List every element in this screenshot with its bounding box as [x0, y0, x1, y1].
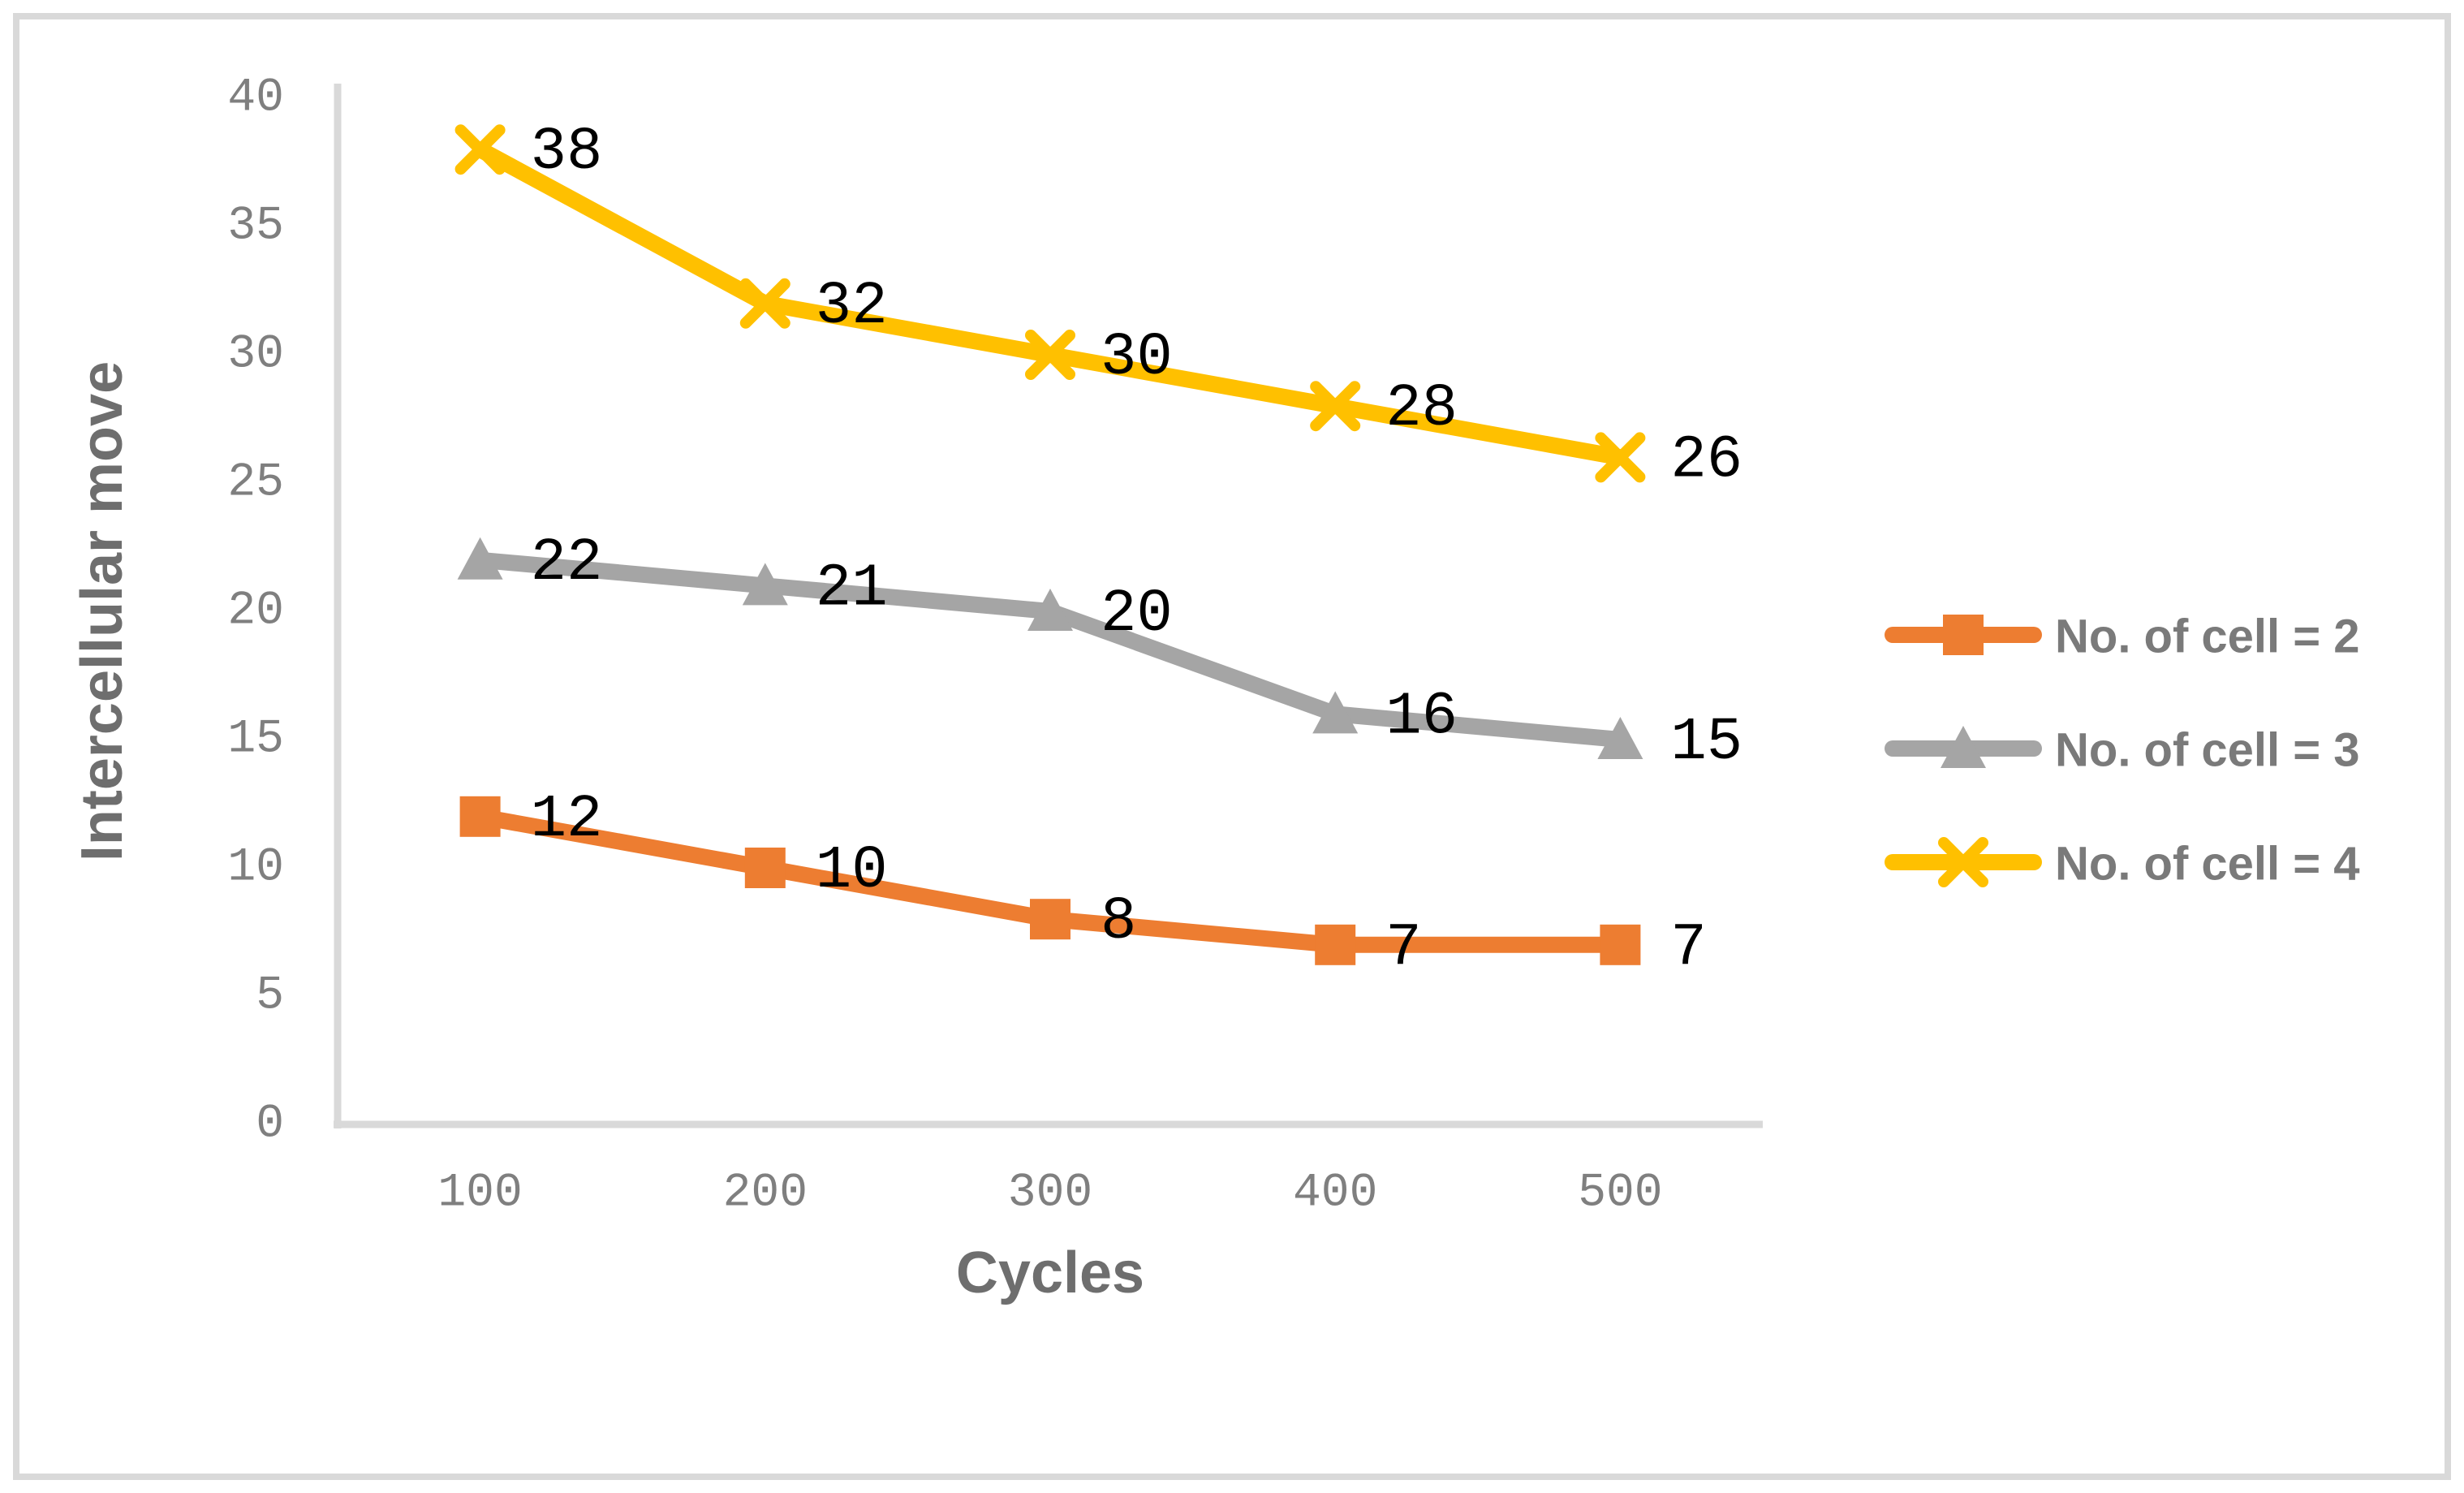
data-label: 12	[531, 786, 603, 854]
legend-label: No. of cell = 4	[2055, 838, 2360, 891]
x-tick-label: 500	[1578, 1167, 1662, 1220]
triangle-marker	[1941, 726, 1986, 768]
y-axis-title: Intercellular move	[70, 361, 135, 861]
x-marker	[1938, 837, 1988, 887]
data-label: 8	[1101, 888, 1136, 956]
data-label: 32	[816, 273, 888, 341]
data-label: 7	[1385, 914, 1421, 982]
triangle-marker	[742, 563, 788, 606]
x-tick-label: 300	[1008, 1167, 1092, 1220]
y-tick-label: 10	[227, 842, 284, 895]
y-tick-label: 5	[256, 970, 284, 1023]
data-label: 7	[1670, 914, 1706, 982]
data-label: 38	[531, 119, 603, 187]
y-tick-label: 20	[227, 585, 284, 638]
data-label: 22	[531, 529, 603, 598]
y-tick-label: 35	[227, 201, 284, 253]
square-marker	[1315, 924, 1356, 965]
square-marker	[1943, 615, 1984, 655]
x-marker	[739, 278, 790, 329]
x-marker	[1025, 330, 1075, 380]
y-tick-label: 30	[227, 329, 284, 382]
data-label: 26	[1670, 426, 1742, 494]
square-marker	[1030, 899, 1070, 940]
legend-label: No. of cell = 2	[2055, 611, 2360, 663]
x-tick-label: 200	[723, 1167, 808, 1220]
data-label: 15	[1670, 709, 1742, 777]
square-marker	[1600, 924, 1641, 965]
legend-label: No. of cell = 3	[2055, 724, 2360, 777]
square-marker	[744, 848, 786, 888]
triangle-marker	[1312, 691, 1359, 734]
y-tick-label: 40	[227, 72, 284, 125]
x-tick-label: 100	[437, 1167, 522, 1220]
x-tick-label: 400	[1293, 1167, 1377, 1220]
figure-border	[13, 13, 2451, 1480]
x-marker	[454, 124, 506, 175]
data-label: 21	[816, 554, 888, 623]
x-marker	[1595, 432, 1646, 483]
triangle-marker	[457, 537, 503, 580]
triangle-marker	[1597, 717, 1643, 759]
y-tick-label: 25	[227, 457, 284, 510]
y-tick-label: 0	[256, 1098, 284, 1151]
data-label: 30	[1101, 324, 1173, 392]
data-label: 16	[1385, 683, 1458, 751]
data-label: 10	[816, 837, 888, 905]
square-marker	[459, 796, 501, 837]
triangle-marker	[1027, 589, 1073, 631]
data-label: 28	[1385, 375, 1458, 443]
x-marker	[1310, 381, 1361, 432]
data-label: 20	[1101, 580, 1173, 649]
y-tick-label: 15	[227, 714, 284, 766]
x-axis-title: Cycles	[956, 1241, 1144, 1305]
